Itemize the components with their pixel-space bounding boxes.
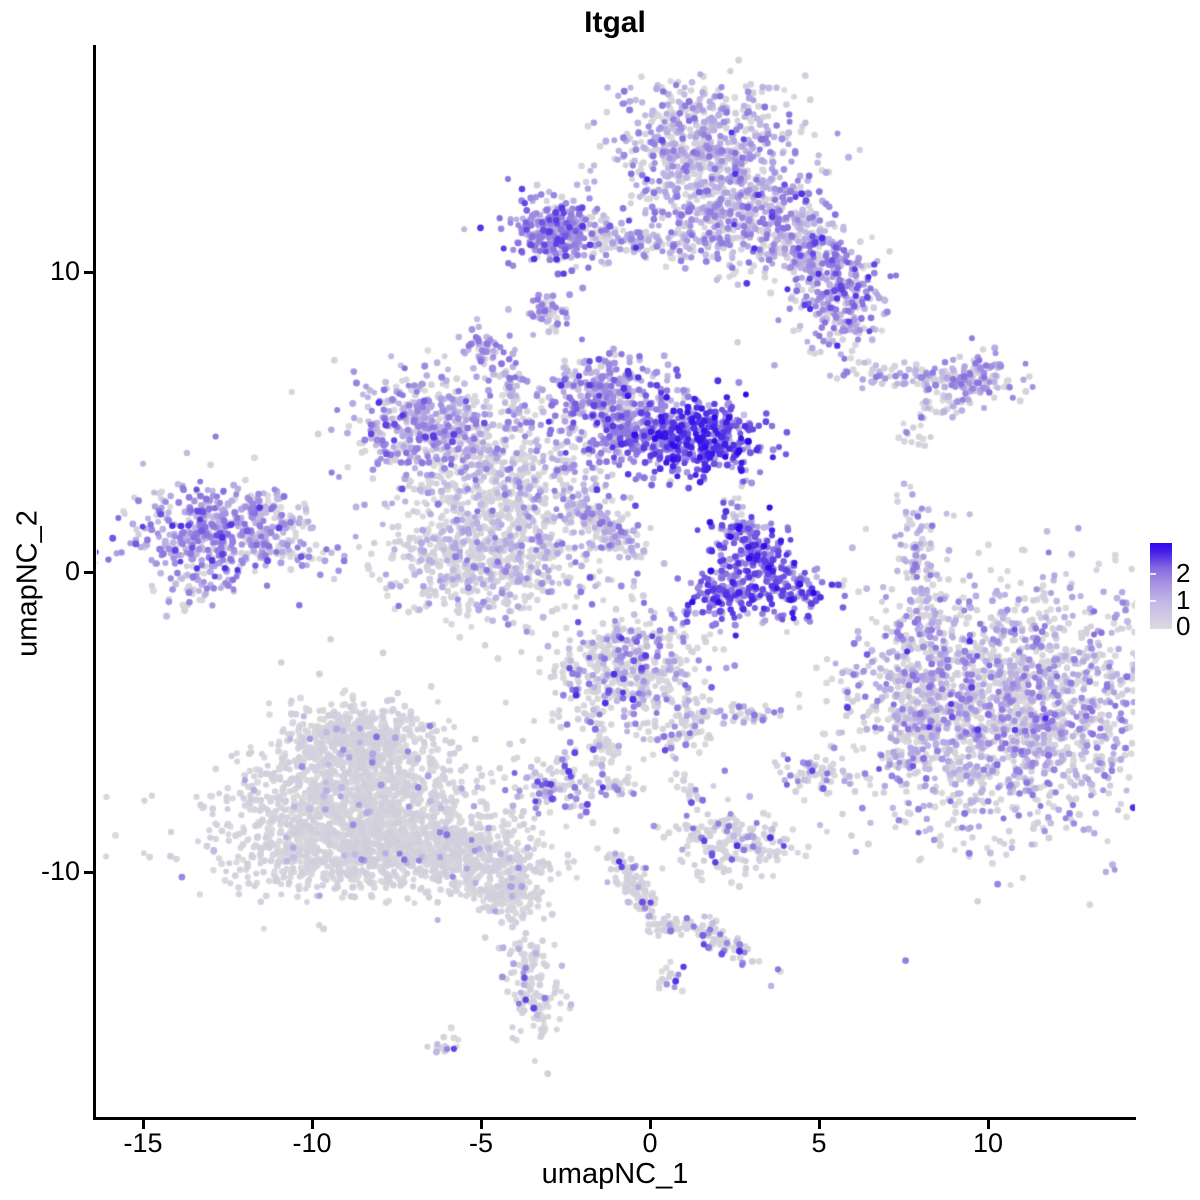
colorbar-label: 0 (1176, 611, 1191, 641)
y-axis-line (93, 45, 96, 1120)
x-tick-mark (479, 1120, 483, 1129)
x-tick-mark (310, 1120, 314, 1129)
y-tick-label: 10 (49, 256, 80, 286)
x-tick-mark (986, 1120, 990, 1129)
x-tick-label: -10 (292, 1128, 332, 1158)
plot-title: Itgal (584, 6, 646, 39)
y-tick-label: 0 (64, 556, 80, 586)
y-tick-mark (84, 570, 93, 574)
x-tick-label: 0 (642, 1128, 658, 1158)
x-tick-mark (141, 1120, 145, 1129)
colorbar-tick-mark (1150, 600, 1156, 602)
y-tick-mark (84, 270, 93, 274)
x-axis-line (93, 1117, 1136, 1120)
colorbar-tick-mark (1150, 573, 1156, 575)
x-tick-label: -5 (468, 1128, 493, 1158)
colorbar-label: 1 (1176, 585, 1191, 615)
x-axis-title: umapNC_1 (541, 1158, 689, 1190)
x-tick-label: 5 (811, 1128, 827, 1158)
y-tick-label: -10 (40, 856, 80, 886)
x-tick-mark (817, 1120, 821, 1129)
x-tick-label: 10 (972, 1128, 1004, 1158)
colorbar-gradient (1150, 543, 1172, 629)
x-tick-mark (648, 1120, 652, 1129)
x-tick-label: -15 (123, 1128, 163, 1158)
y-tick-mark (84, 870, 93, 874)
colorbar-label: 2 (1176, 558, 1191, 588)
